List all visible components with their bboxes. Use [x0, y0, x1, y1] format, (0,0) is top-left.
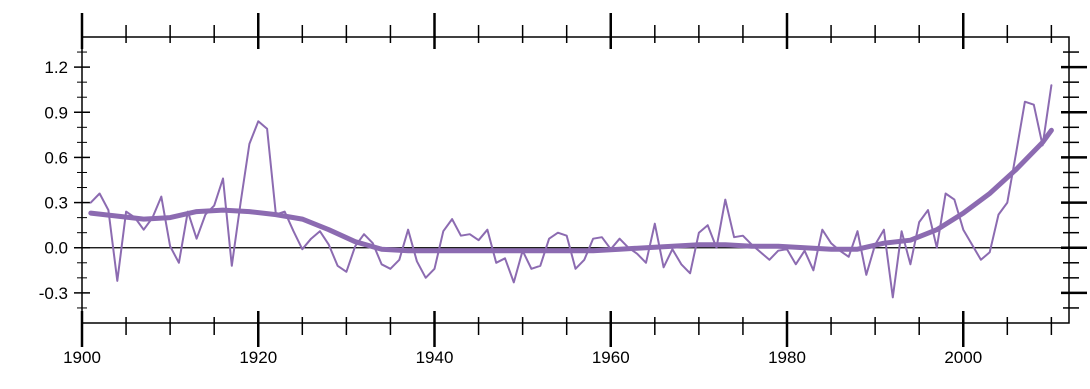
x-tick-label: 1980 — [768, 348, 806, 367]
x-tick-label: 1920 — [239, 348, 277, 367]
y-tick-label: 1.2 — [44, 58, 68, 77]
annual-series-line — [89, 84, 1053, 299]
x-tick-label: 1900 — [63, 348, 101, 367]
y-axis-tick-labels: -0.3 0.0 0.3 0.6 0.9 1.2 — [39, 58, 68, 303]
y-tick-label: 0.3 — [44, 194, 68, 213]
plot-frame — [81, 36, 1070, 324]
x-tick-label: 1940 — [416, 348, 454, 367]
x-axis-tick-labels: 1900 1920 1940 1960 1980 2000 — [63, 348, 982, 367]
y-tick-label: 0.0 — [44, 239, 68, 258]
x-tick-label: 1960 — [592, 348, 630, 367]
y-tick-label: 0.6 — [44, 148, 68, 167]
axis-ticks — [74, 13, 1087, 347]
smoothed-series-line — [88, 127, 1054, 254]
y-tick-label: -0.3 — [39, 284, 68, 303]
x-tick-label: 2000 — [944, 348, 982, 367]
series-layer — [88, 84, 1054, 299]
y-tick-label: 0.9 — [44, 103, 68, 122]
